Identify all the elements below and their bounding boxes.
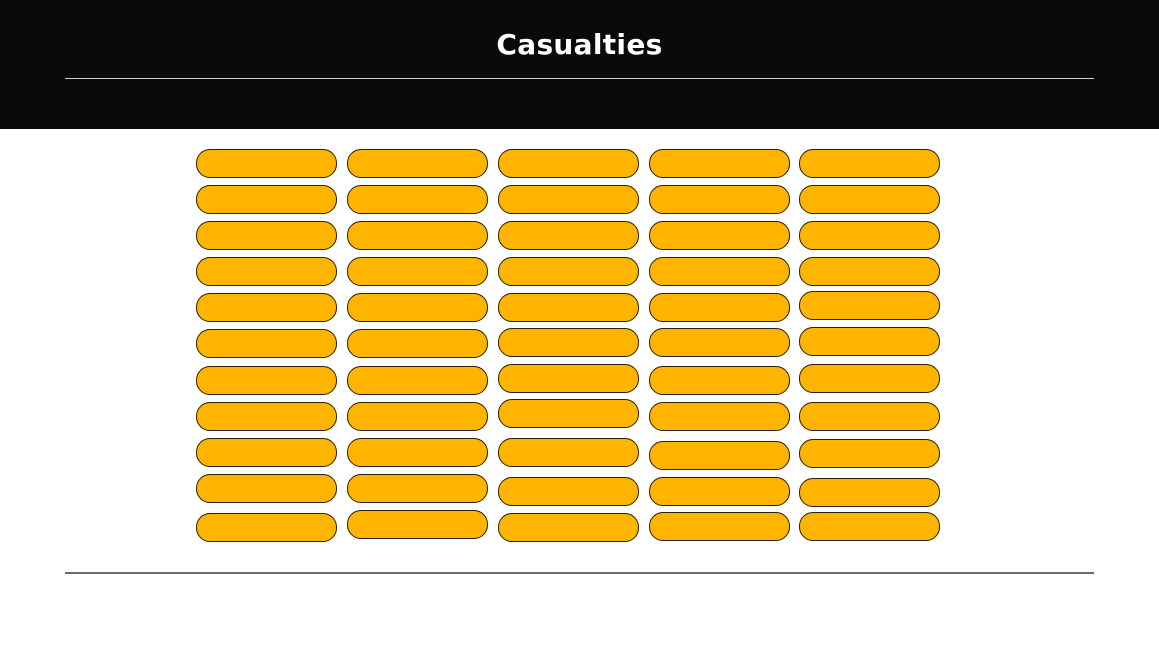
casualty-pill [799, 291, 940, 320]
casualty-pill [799, 512, 940, 541]
casualty-pill [799, 149, 940, 178]
casualty-pill [649, 185, 790, 214]
casualty-pill [498, 513, 639, 542]
casualty-pill [347, 402, 488, 431]
header-bar: Casualties [0, 0, 1159, 129]
casualty-pill [196, 221, 337, 250]
casualty-pill [347, 474, 488, 503]
casualty-pill [799, 439, 940, 468]
casualty-pill [498, 185, 639, 214]
casualty-pill [347, 149, 488, 178]
casualty-pill [799, 257, 940, 286]
casualty-grid [196, 149, 940, 543]
casualty-pill [649, 366, 790, 395]
casualty-pill [347, 221, 488, 250]
casualty-pill [498, 257, 639, 286]
casualty-pill [498, 328, 639, 357]
casualty-pill [498, 293, 639, 322]
casualty-pill [196, 366, 337, 395]
casualty-pill [498, 438, 639, 467]
casualty-pill [649, 512, 790, 541]
casualty-pill [649, 441, 790, 470]
header-divider [65, 78, 1094, 79]
casualty-pill [196, 293, 337, 322]
casualty-pill [196, 474, 337, 503]
casualty-pill [649, 149, 790, 178]
casualty-pill [649, 293, 790, 322]
casualty-pill [498, 221, 639, 250]
casualty-pill [498, 477, 639, 506]
grid-column [196, 149, 337, 543]
casualty-pill [799, 327, 940, 356]
casualty-pill [347, 329, 488, 358]
casualty-pill [649, 477, 790, 506]
casualty-pill [347, 438, 488, 467]
casualty-pill [196, 402, 337, 431]
casualty-pill [498, 399, 639, 428]
casualty-pill [347, 510, 488, 539]
page-title: Casualties [496, 28, 663, 61]
casualty-pill [347, 257, 488, 286]
casualty-pill [196, 149, 337, 178]
casualty-pill [196, 257, 337, 286]
casualty-pill [799, 221, 940, 250]
casualty-pill [649, 257, 790, 286]
casualty-pill [196, 329, 337, 358]
casualty-pill [799, 185, 940, 214]
casualty-pill [649, 402, 790, 431]
grid-column [347, 149, 488, 543]
casualty-pill [498, 149, 639, 178]
footer-divider [65, 572, 1094, 574]
casualty-pill [196, 438, 337, 467]
grid-column [799, 149, 940, 543]
casualty-pill [347, 366, 488, 395]
casualty-pill [196, 513, 337, 542]
casualty-pill [498, 364, 639, 393]
casualty-pill [799, 364, 940, 393]
casualty-pill [347, 293, 488, 322]
casualty-pill [799, 478, 940, 507]
casualty-pill [799, 402, 940, 431]
casualty-pill [649, 221, 790, 250]
grid-column [498, 149, 639, 543]
casualty-pill [196, 185, 337, 214]
grid-column [649, 149, 790, 543]
casualty-pill [347, 185, 488, 214]
casualty-pill [649, 328, 790, 357]
